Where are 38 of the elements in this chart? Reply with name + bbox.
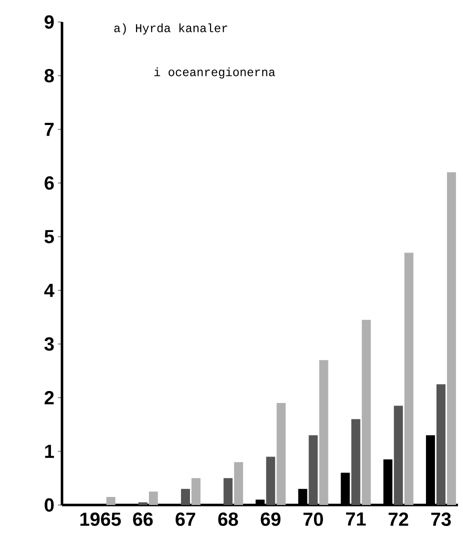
bar xyxy=(319,360,328,505)
bar xyxy=(266,456,276,505)
bar xyxy=(351,419,360,505)
bar xyxy=(224,478,233,505)
y-tick-label: 9 xyxy=(44,15,54,29)
y-tick-label: 0 xyxy=(44,498,54,512)
bar xyxy=(308,435,318,505)
bar xyxy=(148,492,158,505)
bar xyxy=(138,502,148,505)
y-tick-label: 1 xyxy=(45,444,54,458)
chart-title: a) Hyrda kanaler xyxy=(114,23,228,35)
y-tick-label: 3 xyxy=(44,337,54,351)
bar xyxy=(234,462,244,505)
bar xyxy=(446,172,456,505)
x-tick-label: 73 xyxy=(431,512,451,526)
bar xyxy=(362,320,371,505)
y-tick-label: 5 xyxy=(44,230,54,244)
x-tick-label: 72 xyxy=(388,512,408,526)
y-tick-label: 7 xyxy=(44,122,54,136)
y-tick-label: 8 xyxy=(44,68,54,82)
bar xyxy=(180,488,190,505)
x-tick-label: 68 xyxy=(218,512,238,526)
x-tick-label: 69 xyxy=(260,512,280,526)
bar xyxy=(276,403,286,505)
text: i oceanregionerna xyxy=(154,67,276,79)
bar xyxy=(106,496,116,505)
x-tick-label: 71 xyxy=(346,512,366,526)
bar xyxy=(404,252,414,505)
bar xyxy=(191,478,200,505)
y-tick-label: 4 xyxy=(44,284,54,297)
x-tick-label: 66 xyxy=(133,512,153,526)
bar xyxy=(436,384,446,505)
bar xyxy=(394,406,403,505)
y-tick-label: 2 xyxy=(44,391,54,404)
x-tick-label: 70 xyxy=(304,512,323,526)
y-tick-label: 6 xyxy=(44,176,54,190)
x-tick-label: 67 xyxy=(176,512,196,526)
x-tick-label: 1965 xyxy=(80,512,121,526)
